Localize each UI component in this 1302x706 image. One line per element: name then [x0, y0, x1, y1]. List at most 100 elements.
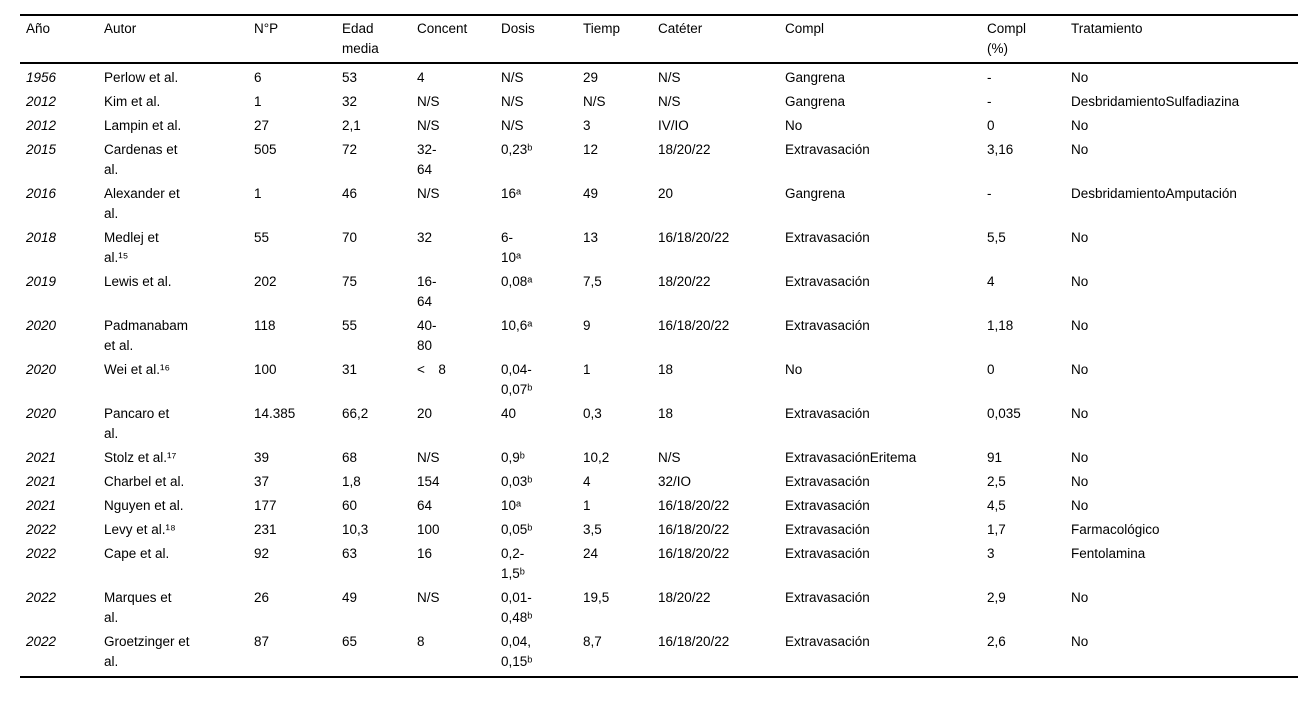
cell-autor: Lewis et al. — [104, 274, 172, 289]
cell-compl: Extravasación — [785, 230, 870, 245]
cell-cateter: N/S — [658, 450, 681, 465]
cell-ano: 2021 — [26, 498, 57, 513]
cell-tiemp: 4 — [583, 474, 591, 489]
cell-dosis: 0,23ᵇ — [501, 142, 533, 157]
cell-tratamiento: No — [1071, 474, 1089, 489]
cell-concent: N/S — [417, 186, 440, 201]
cell-compl: Extravasación — [785, 406, 870, 421]
cell-cateter: 16/18/20/22 — [658, 498, 730, 513]
cell-concent: 40- 80 — [417, 318, 437, 353]
table-row: 2022 Marques et al. 26 49 N/S 0,01- 0,48ᵇ 19,5… — [20, 586, 1298, 630]
cell-compl-pct: - — [987, 186, 992, 201]
cell-edad-media: 31 — [342, 362, 358, 377]
cell-tiemp: 1 — [583, 362, 591, 377]
cell-tiemp: 29 — [583, 70, 599, 85]
cell-np: 27 — [254, 118, 270, 133]
column-header-autor: Autor — [98, 16, 248, 64]
cell-compl-pct: 2,9 — [987, 590, 1006, 605]
cell-dosis: 16ᵃ — [501, 186, 522, 201]
cell-np: 92 — [254, 546, 270, 561]
cell-ano: 2022 — [26, 634, 57, 649]
cell-cateter: N/S — [658, 94, 681, 109]
cell-compl: No — [785, 118, 803, 133]
column-header-edad-media: Edad media — [336, 16, 411, 64]
cell-dosis: 0,03ᵇ — [501, 474, 533, 489]
cell-concent: 100 — [417, 522, 440, 537]
cell-autor: Alexander et al. — [104, 186, 180, 221]
table-row: 2021 Nguyen et al. 177 60 64 10ᵃ 1 16/18/20/22 E… — [20, 494, 1298, 518]
cell-cateter: 18/20/22 — [658, 142, 711, 157]
cell-np: 231 — [254, 522, 277, 537]
cell-dosis: N/S — [501, 94, 524, 109]
table-header: Año Autor N°P Edad media Concent Dosis Tiemp Ca… — [20, 16, 1298, 64]
cell-ano: 2022 — [26, 590, 57, 605]
cell-cateter: 32/IO — [658, 474, 692, 489]
cell-concent: < 8 — [417, 362, 446, 377]
cell-tiemp: 19,5 — [583, 590, 610, 605]
cell-compl: Gangrena — [785, 186, 846, 201]
cell-tiemp: 24 — [583, 546, 599, 561]
cell-np: 100 — [254, 362, 277, 377]
cell-concent: 16 — [417, 546, 433, 561]
table-row: 2012 Lampin et al. 27 2,1 N/S N/S 3 IV/IO No 0 No — [20, 114, 1298, 138]
cell-compl-pct: - — [987, 70, 992, 85]
cell-ano: 2018 — [26, 230, 57, 245]
table-row: 2012 Kim et al. 1 32 N/S N/S N/S N/S Gangrena - De… — [20, 90, 1298, 114]
cell-tratamiento: No — [1071, 406, 1089, 421]
cell-dosis: 6- 10ᵃ — [501, 230, 522, 265]
column-header-compl-pct: Compl (%) — [981, 16, 1065, 64]
cell-compl-pct: 0 — [987, 118, 995, 133]
table-row: 2020 Wei et al.¹⁶ 100 31 < 8 0,04- 0,07ᵇ 1 18 No… — [20, 358, 1298, 402]
cell-dosis: 0,05ᵇ — [501, 522, 533, 537]
cell-compl-pct: 2,6 — [987, 634, 1006, 649]
cell-tratamiento: No — [1071, 362, 1089, 377]
cell-ano: 2019 — [26, 274, 57, 289]
cell-dosis: 0,9ᵇ — [501, 450, 525, 465]
cell-cateter: 18 — [658, 406, 674, 421]
cell-dosis: 40 — [501, 406, 517, 421]
cell-tiemp: 13 — [583, 230, 599, 245]
cell-ano: 2020 — [26, 362, 57, 377]
cell-compl: Extravasación — [785, 522, 870, 537]
cell-concent: 4 — [417, 70, 425, 85]
cell-tratamiento: No — [1071, 318, 1089, 333]
cell-cateter: 18/20/22 — [658, 274, 711, 289]
cell-tiemp: 9 — [583, 318, 591, 333]
cell-compl: Extravasación — [785, 634, 870, 649]
cell-np: 37 — [254, 474, 270, 489]
cell-autor: Lampin et al. — [104, 118, 182, 133]
table-header-row: Año Autor N°P Edad media Concent Dosis Tiemp Ca… — [20, 16, 1298, 64]
cell-tratamiento: No — [1071, 590, 1089, 605]
cell-compl: Extravasación — [785, 274, 870, 289]
cell-edad-media: 65 — [342, 634, 358, 649]
cell-tiemp: 49 — [583, 186, 599, 201]
cell-cateter: 18/20/22 — [658, 590, 711, 605]
cell-compl-pct: 3,16 — [987, 142, 1014, 157]
cell-compl-pct: - — [987, 94, 992, 109]
cell-np: 505 — [254, 142, 277, 157]
cell-tiemp: N/S — [583, 94, 606, 109]
cell-concent: 8 — [417, 634, 425, 649]
cell-edad-media: 2,1 — [342, 118, 361, 133]
cell-autor: Marques et al. — [104, 590, 172, 625]
cell-tiemp: 7,5 — [583, 274, 602, 289]
column-header-tiemp: Tiemp — [577, 16, 652, 64]
cell-ano: 2020 — [26, 406, 57, 421]
table-row: 1956 Perlow et al. 6 53 4 N/S 29 N/S Gangrena - No — [20, 63, 1298, 90]
cell-compl: Extravasación — [785, 142, 870, 157]
cell-autor: Medlej et al.¹⁵ — [104, 230, 159, 265]
cell-cateter: 20 — [658, 186, 674, 201]
cell-autor: Pancaro et al. — [104, 406, 170, 441]
cell-ano: 1956 — [26, 70, 57, 85]
table-body: 1956 Perlow et al. 6 53 4 N/S 29 N/S Gangrena - No… — [20, 63, 1298, 676]
cell-edad-media: 66,2 — [342, 406, 369, 421]
cell-ano: 2021 — [26, 474, 57, 489]
cell-dosis: 0,2- 1,5ᵇ — [501, 546, 525, 581]
cell-concent: N/S — [417, 590, 440, 605]
cell-tiemp: 10,2 — [583, 450, 610, 465]
table-row: 2020 Pancaro et al. 14.385 66,2 20 40 0,3 18 Ext… — [20, 402, 1298, 446]
cell-autor: Cape et al. — [104, 546, 170, 561]
cell-concent: 64 — [417, 498, 433, 513]
cell-np: 39 — [254, 450, 270, 465]
cell-np: 118 — [254, 318, 276, 333]
